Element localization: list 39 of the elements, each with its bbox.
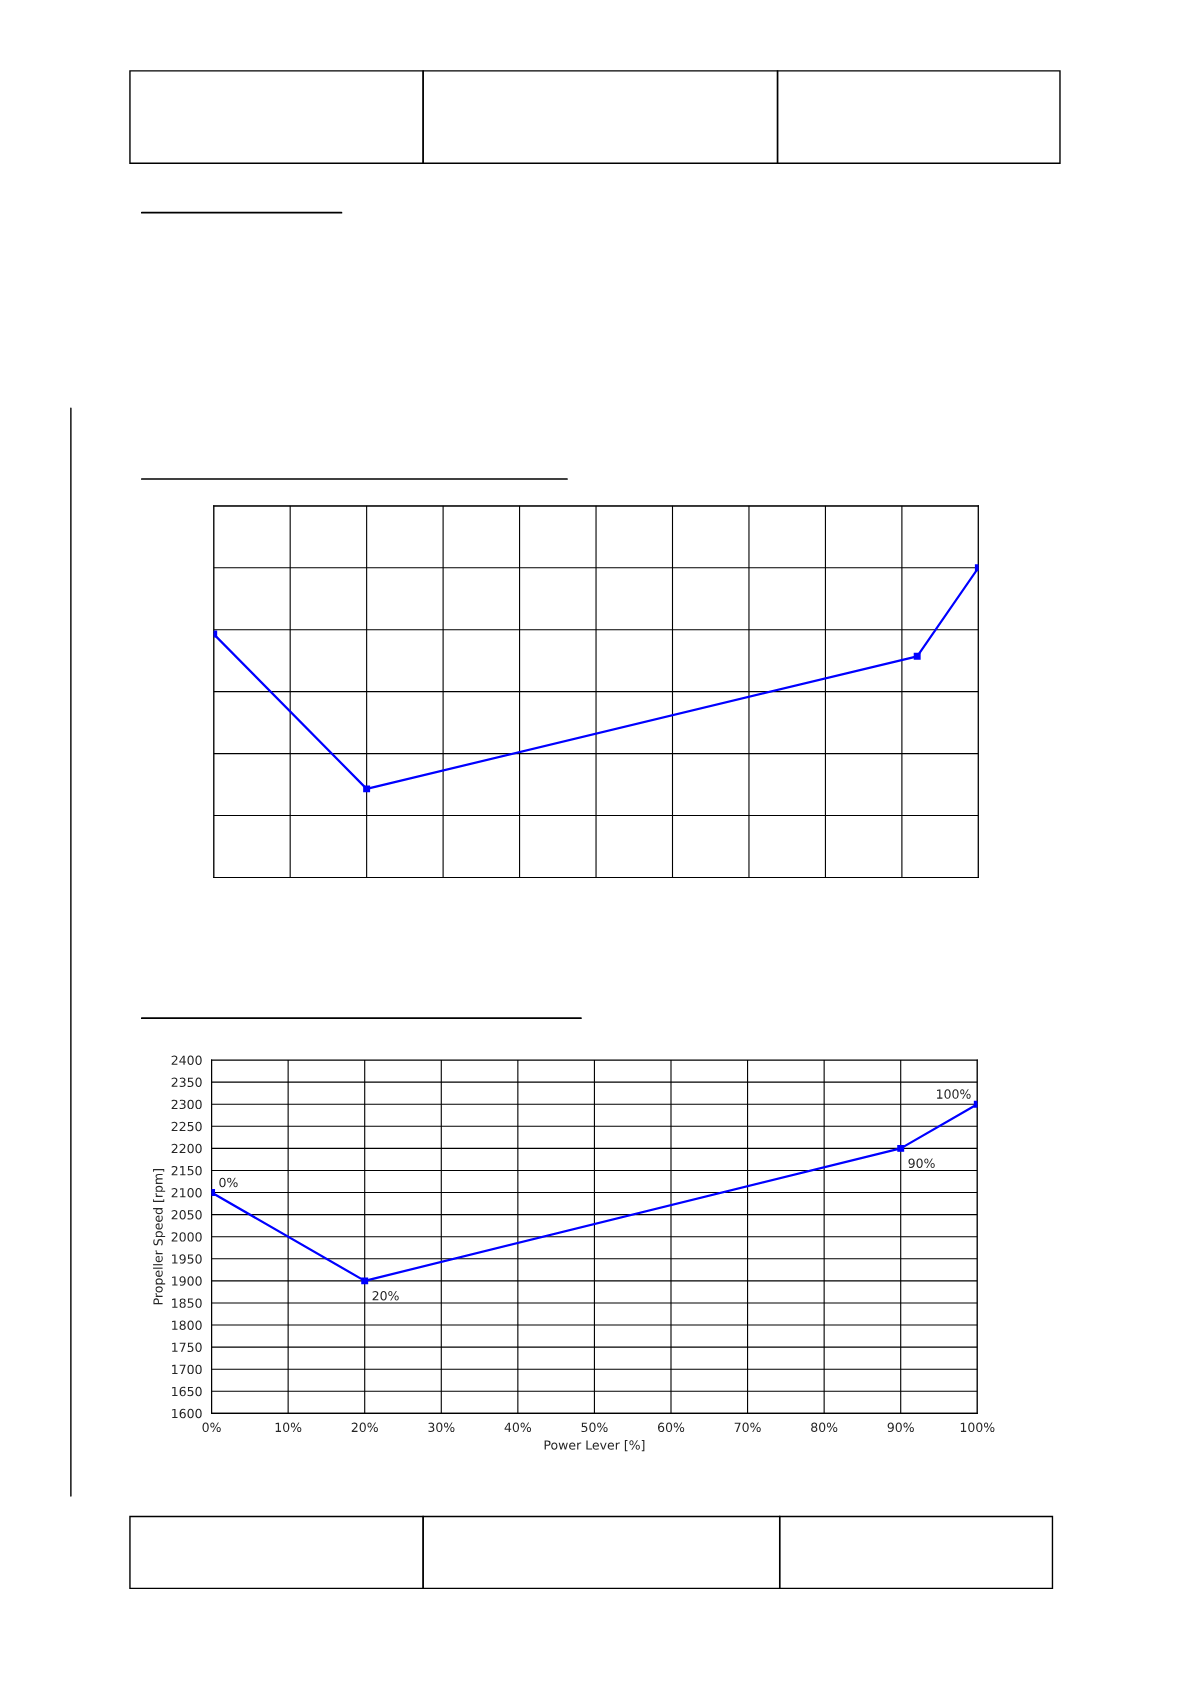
- y-tick-label: 2050: [171, 1210, 202, 1220]
- y-tick-label: 1800: [172, 1320, 202, 1330]
- point: [361, 1277, 369, 1285]
- x-tick-label: 100%: [960, 1422, 995, 1433]
- y-axis-title: Propeller Speed [rpm]: [153, 1169, 166, 1305]
- x-tick-label: 80%: [811, 1422, 838, 1433]
- x-axis-title: Power Lever [%]: [544, 1440, 645, 1452]
- x-tick-label: 30%: [428, 1422, 455, 1433]
- x-tick-label: 40%: [504, 1422, 532, 1433]
- x-tick-label: 20%: [351, 1422, 378, 1433]
- annotation: 20%: [372, 1291, 399, 1301]
- y-tick-label: 1900: [172, 1276, 202, 1286]
- y-tick-label: 1700: [172, 1364, 202, 1375]
- y-tick-label: 2400: [171, 1055, 202, 1065]
- annotation: 100%: [936, 1089, 971, 1099]
- annotation: 90%: [908, 1158, 935, 1168]
- annotation: 0%: [219, 1177, 238, 1188]
- y-tick-label: 2250: [171, 1121, 202, 1132]
- x-tick-label: 0%: [202, 1422, 221, 1433]
- y-tick-label: 1950: [172, 1254, 202, 1264]
- point: [363, 785, 371, 793]
- y-tick-label: 2200: [171, 1143, 202, 1154]
- y-tick-label: 1750: [172, 1342, 202, 1353]
- y-tick-label: 1850: [172, 1298, 202, 1308]
- y-tick-label: 2300: [171, 1099, 202, 1110]
- y-tick-label: 1600: [172, 1408, 202, 1419]
- x-tick-label: 60%: [657, 1422, 685, 1433]
- point: [913, 652, 921, 660]
- x-tick-label: 50%: [581, 1422, 608, 1433]
- y-tick-label: 2100: [171, 1187, 202, 1198]
- x-tick-label: 70%: [734, 1422, 761, 1433]
- y-tick-label: 1650: [172, 1386, 202, 1397]
- point: [211, 1189, 216, 1196]
- y-tick-label: 2150: [171, 1165, 202, 1176]
- y-tick-label: 2350: [171, 1077, 202, 1088]
- x-tick-label: 90%: [887, 1422, 914, 1433]
- point: [897, 1144, 905, 1152]
- x-tick-label: 10%: [275, 1422, 302, 1433]
- y-tick-label: 2000: [171, 1232, 202, 1242]
